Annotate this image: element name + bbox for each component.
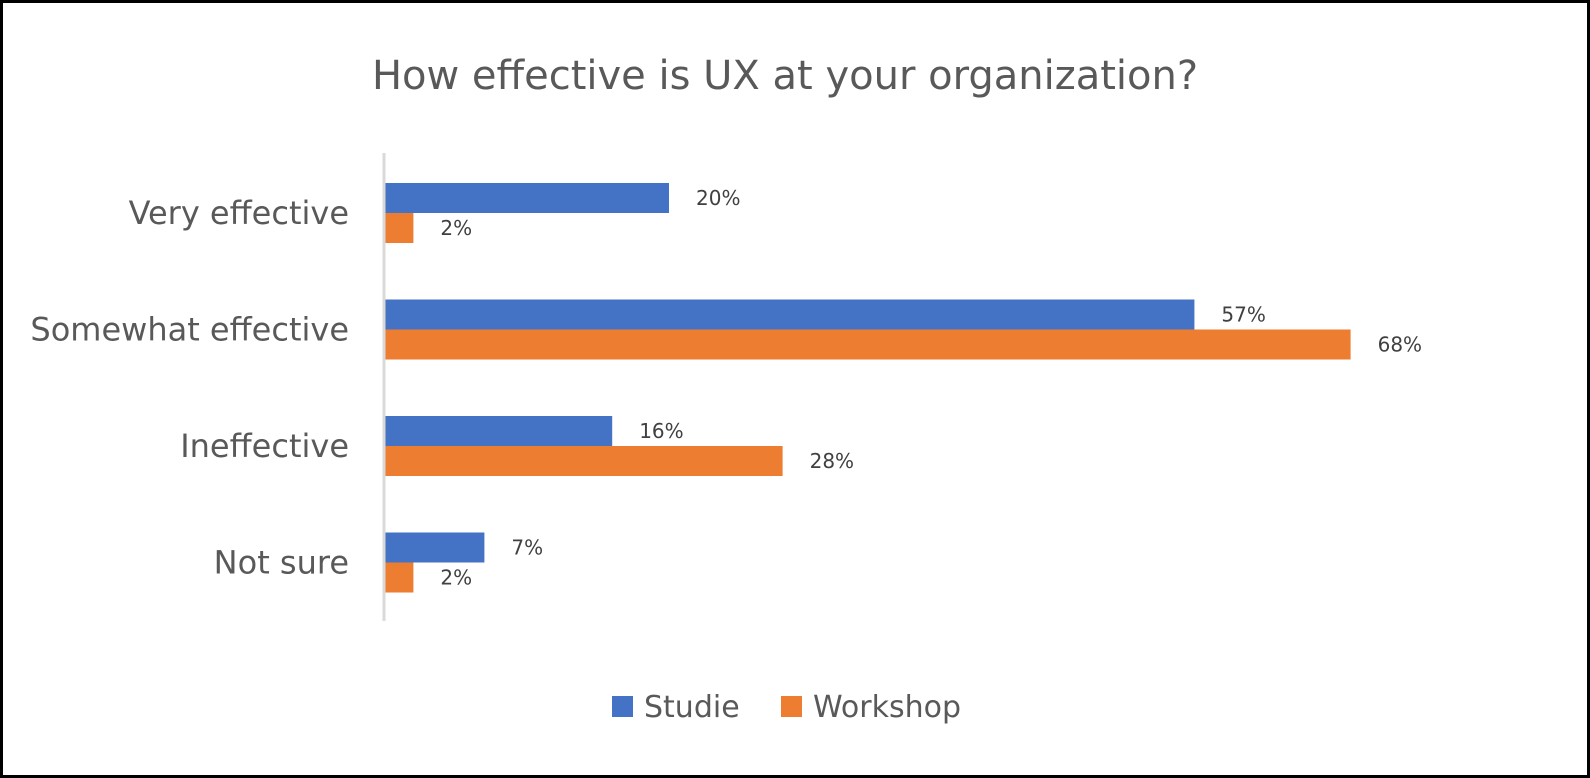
category-label-very-effective: Very effective xyxy=(129,194,349,232)
bars-layer: Very effective 20% 2% Somewhat effective 57%… xyxy=(30,183,1422,593)
data-label-studie-not-sure: 7% xyxy=(511,536,543,560)
bar-workshop-ineffective xyxy=(385,446,783,476)
bar-studie-very-effective xyxy=(385,183,669,213)
data-label-workshop-somewhat-effective: 68% xyxy=(1378,333,1422,357)
data-label-studie-somewhat-effective: 57% xyxy=(1221,303,1265,327)
data-label-workshop-ineffective: 28% xyxy=(810,449,854,473)
data-label-workshop-not-sure: 2% xyxy=(440,566,472,590)
data-label-workshop-very-effective: 2% xyxy=(440,216,472,240)
bar-studie-ineffective xyxy=(385,416,613,446)
legend-swatch-workshop xyxy=(781,696,802,717)
bar-workshop-somewhat-effective xyxy=(385,329,1351,360)
category-label-not-sure: Not sure xyxy=(214,544,349,582)
data-label-studie-ineffective: 16% xyxy=(639,419,683,443)
legend: Studie Workshop xyxy=(612,690,961,725)
bar-studie-somewhat-effective xyxy=(385,299,1195,330)
bar-studie-not-sure xyxy=(385,532,485,563)
data-label-studie-very-effective: 20% xyxy=(696,186,740,210)
legend-swatch-studie xyxy=(612,696,633,717)
category-label-ineffective: Ineffective xyxy=(180,427,349,465)
bar-workshop-not-sure xyxy=(385,562,414,593)
category-label-somewhat-effective: Somewhat effective xyxy=(30,311,349,349)
bar-chart: How effective is UX at your organization… xyxy=(30,53,1422,725)
legend-label-studie: Studie xyxy=(644,690,740,725)
chart-title: How effective is UX at your organization… xyxy=(372,53,1198,99)
bar-workshop-very-effective xyxy=(385,213,414,243)
legend-label-workshop: Workshop xyxy=(813,690,961,725)
